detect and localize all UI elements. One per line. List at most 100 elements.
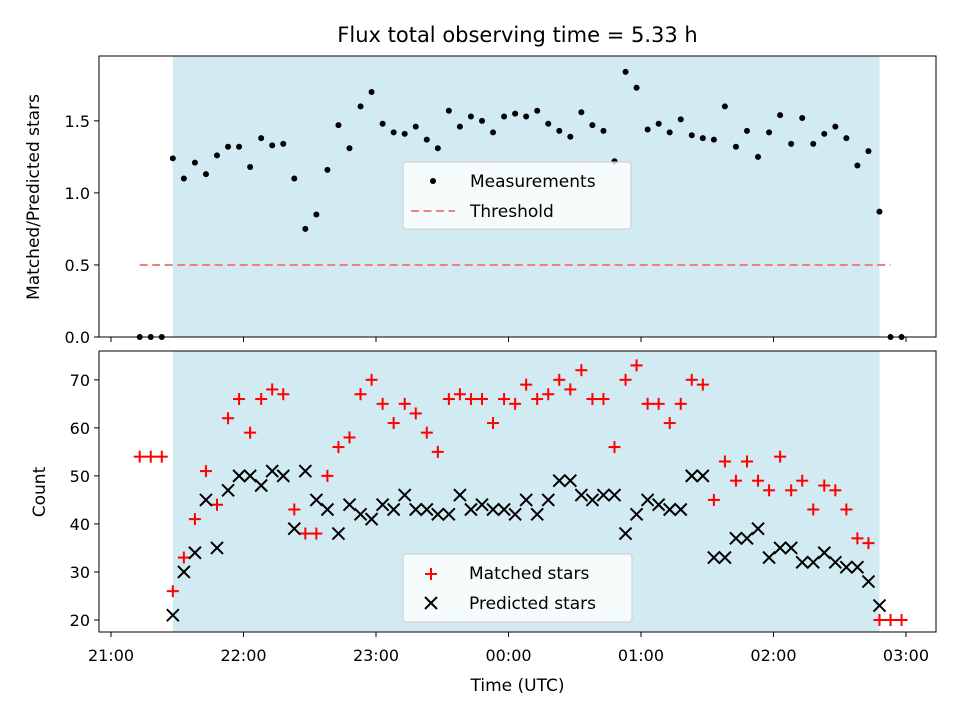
predicted-star-point <box>585 493 600 507</box>
bottom-y-ticks: 20 30 40 50 60 70 <box>70 371 99 630</box>
y-tick-label: 30 <box>70 563 90 582</box>
matched-star-point <box>310 527 323 540</box>
measurement-point <box>280 140 287 147</box>
measurement-point <box>589 122 596 129</box>
measurement-point <box>666 129 673 136</box>
predicted-star-point <box>574 488 589 502</box>
measurement-point <box>710 136 717 143</box>
matched-star-point <box>619 373 632 386</box>
measurement-point <box>324 166 331 173</box>
measurement-point <box>523 113 530 120</box>
matched-star-point <box>133 450 146 463</box>
bottom-panel: 20 30 40 50 60 70 21:00 22:00 23:00 00:00 01:00 02… <box>30 350 937 696</box>
predicted-star-point <box>618 526 633 541</box>
measurement-point <box>445 107 452 114</box>
predicted-star-point <box>795 555 809 570</box>
predicted-star-point <box>497 502 511 517</box>
matched-star-point <box>166 585 179 598</box>
y-tick-label: 70 <box>70 371 90 390</box>
predicted-star-point <box>607 488 622 502</box>
measurement-point <box>534 107 541 114</box>
matched-star-point <box>498 393 511 406</box>
measurement-point <box>169 155 176 162</box>
predicted-star-point <box>674 502 688 517</box>
predicted-star-point <box>276 469 290 483</box>
matched-star-point <box>862 537 875 550</box>
top-legend-box <box>402 161 632 230</box>
measurement-point <box>788 140 795 147</box>
matched-star-point <box>409 407 422 420</box>
predicted-star-point <box>784 541 798 555</box>
predicted-star-point <box>729 531 743 546</box>
predicted-star-point <box>232 469 246 483</box>
top-axes-frame <box>98 55 937 338</box>
matched-star-point <box>696 378 709 391</box>
bottom-legend-box <box>402 553 633 623</box>
matched-star-point <box>509 397 522 410</box>
legend-predicted-label: Predicted stars <box>469 594 596 614</box>
measurement-point <box>302 225 309 232</box>
measurement-point <box>401 130 408 137</box>
predicted-star-point <box>309 493 324 507</box>
measurement-point <box>180 175 187 182</box>
top-y-ticks: 0.0 0.5 1.0 1.5 <box>65 112 99 347</box>
bottom-x-ticks: 21:00 22:00 23:00 00:00 01:00 02:00 03:00 <box>88 632 929 665</box>
x-tick-label: 22:00 <box>220 646 266 665</box>
matched-star-point <box>763 484 776 497</box>
matched-star-point <box>453 388 466 401</box>
matched-star-point <box>652 397 665 410</box>
measurement-point <box>655 120 662 127</box>
measurement-point <box>721 103 728 110</box>
predicted-star-point <box>409 502 423 517</box>
measurement-point <box>854 162 861 169</box>
top-legend: Measurements Threshold <box>402 161 632 230</box>
y-tick-label: 40 <box>70 515 90 534</box>
predicted-star-point <box>740 531 754 546</box>
measurement-point <box>412 123 419 130</box>
predicted-star-point <box>265 464 279 478</box>
x-tick-label: 02:00 <box>750 646 796 665</box>
measurement-point <box>434 145 441 152</box>
measurement-point <box>357 103 364 110</box>
predicted-star-point <box>475 498 489 512</box>
bottom-y-axis-label: Count <box>30 466 50 517</box>
measurement-point <box>191 159 198 166</box>
measurement-point <box>865 148 872 155</box>
matched-star-point <box>630 359 643 372</box>
measurement-point <box>379 120 386 127</box>
matched-star-point <box>740 455 753 468</box>
predicted-star-point <box>254 478 268 493</box>
predicted-star-point <box>651 498 666 512</box>
measurement-point <box>478 117 485 124</box>
matched-star-point <box>597 393 610 406</box>
matched-star-point <box>729 474 742 487</box>
matched-star-point <box>199 465 212 478</box>
y-tick-label: 1.5 <box>65 112 90 131</box>
matched-star-point <box>564 383 577 396</box>
matched-star-point <box>464 393 477 406</box>
top-panel: 0.0 0.5 1.0 1.5 Matched/Predicted stars Mea… <box>24 55 937 347</box>
predicted-star-point <box>210 541 224 555</box>
legend-measurements-marker <box>430 178 436 184</box>
measurement-point <box>777 112 784 119</box>
measurement-point <box>810 140 817 147</box>
measurement-point <box>213 152 220 159</box>
measurement-point <box>743 127 750 134</box>
measurement-point <box>755 153 762 160</box>
matched-star-point <box>288 503 301 516</box>
predicted-star-point <box>486 502 500 517</box>
measurement-point <box>202 171 209 178</box>
predicted-star-point <box>563 473 578 488</box>
measurement-point <box>291 175 298 182</box>
matched-star-point <box>144 450 157 463</box>
predicted-star-point <box>397 488 412 502</box>
matched-star-point <box>299 527 312 540</box>
predicted-star-point <box>662 502 677 517</box>
matched-star-point <box>376 397 389 410</box>
predicted-star-point <box>442 507 456 522</box>
measurement-point <box>335 122 342 129</box>
measurement-point <box>456 123 463 130</box>
measurement-point <box>247 163 254 170</box>
predicted-star-point <box>420 502 434 517</box>
